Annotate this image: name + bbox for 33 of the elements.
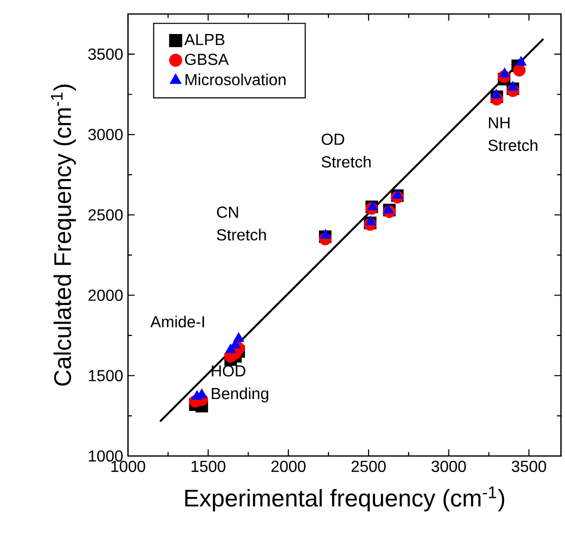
point (233, 332, 244, 342)
y-axis-title: Calculated Frequency (cm$^{-1}$) (50, 84, 76, 386)
x-tick-label: 3500 (512, 460, 546, 472)
x-tick-label: 3000 (432, 460, 466, 472)
point (490, 88, 502, 98)
point (320, 229, 332, 239)
legend-label: ALPB (184, 34, 224, 46)
point (499, 68, 510, 78)
annotation: HOD Bending (212, 365, 268, 402)
y-tick-label: 2500 (88, 209, 123, 221)
annotation: NH Stretch (488, 117, 538, 152)
point (513, 64, 526, 77)
point (382, 204, 394, 214)
point (392, 189, 404, 199)
point (365, 216, 376, 226)
x-tick-label: 2500 (352, 460, 386, 472)
annotation: OD Stretch (322, 134, 371, 168)
annotation: Amide-I (150, 316, 204, 328)
x-axis-title: Experimental frequency (cm$^{-1}$) (185, 486, 504, 512)
y-tick-label: 1000 (88, 450, 123, 462)
y-tick-label: 1500 (88, 370, 123, 382)
legend-label: Microsolvation (186, 74, 286, 86)
point (516, 56, 527, 66)
x-tick-label: 1000 (111, 460, 146, 472)
point (507, 81, 518, 91)
x-tick-label: 1500 (192, 460, 226, 472)
legend-label: GBSA (185, 54, 229, 66)
y-tick-label: 3500 (88, 48, 123, 60)
y-tick-label: 3000 (88, 128, 123, 140)
x-tick-label: 2000 (271, 460, 306, 472)
point (367, 200, 378, 210)
annotation: CN Stretch (216, 206, 266, 241)
y-tick-label: 2000 (88, 290, 123, 301)
